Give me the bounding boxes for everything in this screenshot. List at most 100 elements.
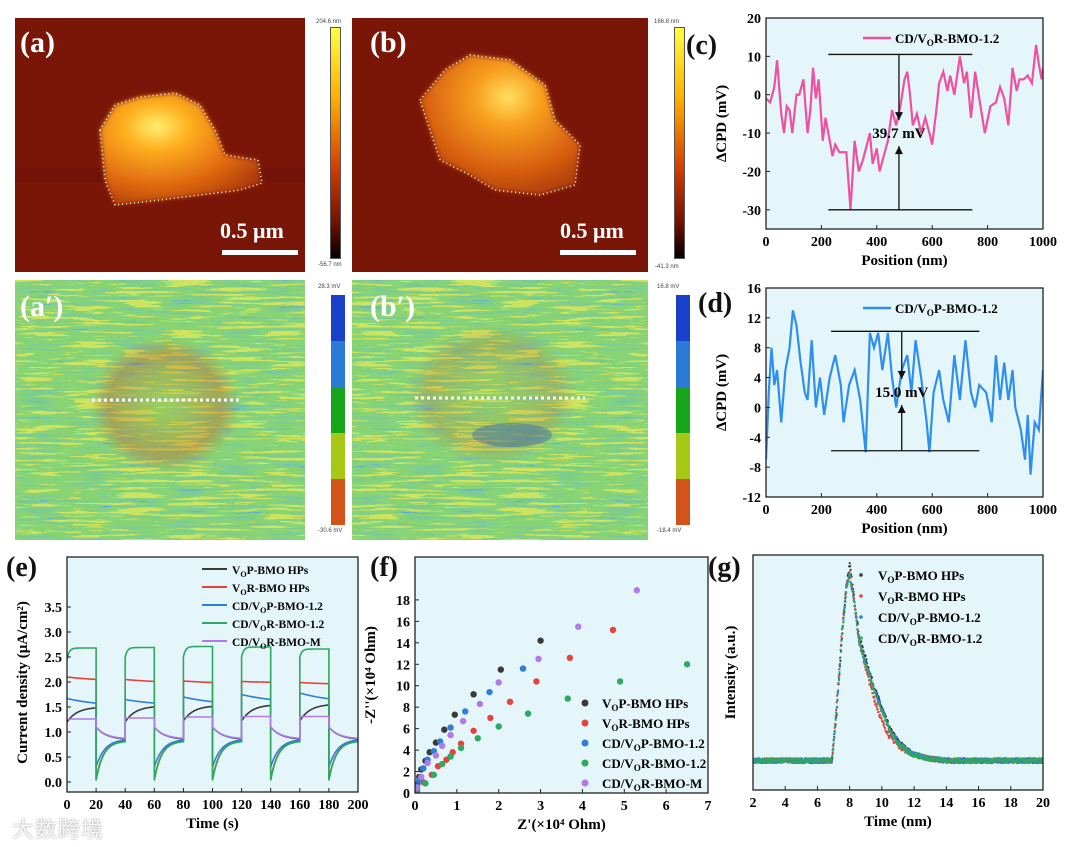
- data-point: [474, 735, 481, 742]
- data-point: [880, 708, 883, 711]
- data-point: [457, 744, 465, 752]
- plot-content: [753, 562, 1043, 765]
- data-point: [487, 714, 494, 722]
- data-point: [564, 695, 571, 702]
- data-point: [862, 653, 865, 656]
- legend-label: CD/VOR-BMO-1.2: [878, 631, 982, 648]
- data-point: [875, 703, 878, 707]
- series-line: [766, 310, 1043, 475]
- data-point: [892, 736, 895, 739]
- data-point: [486, 688, 493, 696]
- afm-height-image-a: [15, 18, 305, 272]
- legend-swatch: [581, 699, 589, 707]
- legend-label: VOP-BMO HPs: [878, 568, 964, 585]
- arrow-head: [897, 371, 906, 380]
- data-point: [847, 580, 850, 583]
- data-point: [888, 737, 891, 740]
- y-tick-label: 3.0: [45, 626, 63, 641]
- x-tick-label: 100: [202, 798, 223, 813]
- data-point: [889, 728, 892, 731]
- data-point: [812, 761, 815, 764]
- y-tick-label: 1.0: [45, 726, 63, 741]
- y-tick-label: 12: [747, 312, 761, 327]
- data-point: [830, 760, 833, 763]
- y-tick-label: 4: [403, 744, 410, 759]
- y-axis-label: ΔCPD (mV): [714, 85, 730, 162]
- x-tick-label: 0: [64, 798, 71, 813]
- legend-swatch: [859, 636, 863, 640]
- data-point: [839, 659, 842, 662]
- data-point: [803, 758, 806, 761]
- data-point: [851, 589, 854, 592]
- data-point: [976, 758, 979, 761]
- data-point: [447, 731, 454, 739]
- colorbar-max-a: 204.6 nm: [316, 19, 342, 25]
- data-point: [766, 757, 770, 760]
- data-point: [835, 712, 838, 715]
- data-point: [495, 679, 502, 686]
- data-point: [880, 717, 883, 720]
- data-point: [973, 757, 976, 760]
- legend-label: VOR-BMO HPs: [232, 583, 310, 597]
- x-tick-label: 20: [89, 798, 103, 813]
- data-point: [853, 600, 856, 603]
- data-point: [495, 723, 502, 730]
- arrow-head: [894, 146, 903, 155]
- data-point: [834, 726, 837, 729]
- x-tick-label: 1: [453, 799, 460, 814]
- legend-swatch: [581, 719, 589, 727]
- data-point: [1022, 757, 1025, 760]
- data-point: [839, 649, 843, 652]
- legend-swatch: [581, 779, 589, 787]
- legend-label: CD/VOP-BMO-1.2: [895, 301, 998, 318]
- plot-content: [766, 44, 1043, 210]
- legend-label: CD/VOR-BMO-M: [602, 776, 702, 793]
- colorbar-segment: [676, 387, 690, 433]
- y-tick-label: 8: [403, 701, 410, 716]
- data-point: [1031, 757, 1034, 760]
- data-point: [882, 713, 886, 716]
- data-point: [894, 737, 897, 741]
- y-tick-label: 14: [396, 637, 410, 652]
- data-point: [832, 742, 835, 745]
- panel-label-a: (a): [20, 26, 55, 59]
- colorbar-min-a: -56.7 nm: [318, 262, 342, 268]
- colorbar-segment: [331, 433, 345, 479]
- data-point: [422, 780, 429, 787]
- data-point: [447, 753, 454, 760]
- x-tick-label: 800: [977, 503, 998, 518]
- plot-frame: [752, 554, 1044, 791]
- data-point: [970, 761, 974, 764]
- x-axis-label: Z'(×10⁴ Ohm): [517, 817, 605, 833]
- data-point: [1032, 761, 1035, 764]
- data-point: [854, 613, 858, 617]
- data-point: [519, 665, 527, 672]
- x-tick-label: 600: [922, 503, 943, 518]
- data-point: [836, 705, 839, 708]
- data-point: [1008, 761, 1011, 765]
- x-tick-label: 180: [318, 798, 339, 813]
- data-point: [439, 742, 446, 749]
- data-point: [921, 757, 924, 760]
- plot-area: [766, 288, 1043, 497]
- data-point: [853, 604, 857, 608]
- data-point: [875, 691, 878, 695]
- panel-label-f: (f): [370, 552, 398, 583]
- legend-swatch: [859, 615, 863, 619]
- y-axis-label: ΔCPD (mV): [714, 354, 730, 431]
- y-tick-label: 2: [403, 766, 410, 781]
- data-point: [867, 671, 870, 674]
- y-axis-label: -Z''(×10⁴ Ohm): [363, 626, 379, 724]
- data-point: [886, 722, 889, 725]
- x-tick-label: 2: [495, 799, 502, 814]
- data-point: [872, 696, 875, 699]
- data-point: [884, 718, 888, 722]
- panel-label-b: (b): [370, 26, 407, 59]
- legend-label: CD/VOP-BMO-1.2: [878, 610, 981, 627]
- y-tick-label: 0: [754, 89, 761, 104]
- data-point: [865, 666, 869, 669]
- colorbar-segment: [676, 433, 690, 479]
- legend-swatch: [859, 573, 863, 577]
- data-point: [907, 749, 910, 752]
